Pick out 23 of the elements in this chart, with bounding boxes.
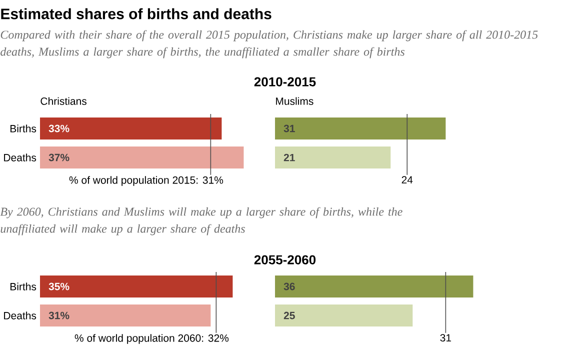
data-label: 35% (48, 282, 70, 290)
data-label: 25 (284, 312, 295, 320)
text: 2055-2060 (254, 255, 316, 264)
data-label: 21 (284, 154, 295, 162)
y-tick-label: Births (10, 282, 36, 290)
text: Christians (40, 97, 86, 105)
data-label: 33% (48, 124, 70, 132)
ref-line-label: % of world population 2015: 31% (69, 176, 224, 186)
text: 2010-2015 (254, 77, 316, 86)
y-tick-label: Deaths (4, 154, 36, 162)
text: Compared with their share of the overall 2015 population, Christians make up larger share of all 2010-2015 deaths, Muslims a larger share of births, the unaffiliated a smaller share of births (0, 30, 538, 58)
text: Muslims (276, 97, 314, 105)
data-label: 37% (48, 154, 70, 162)
ref-line-label: % of world population 2060: 32% (74, 334, 229, 344)
y-tick-label: Births (10, 124, 36, 132)
chart-subtitle: By 2060, Christians and Muslims will make up a larger share of births, while the unaffiliated will make up a larger share of deaths (0, 207, 402, 236)
data-label: 31% (48, 312, 70, 320)
ref-line-label: 24 (402, 176, 413, 184)
data-label: 36 (284, 282, 295, 290)
data-label: 31 (284, 124, 295, 132)
chart-title: Estimated shares of births and deaths (1, 8, 272, 20)
y-tick-label: Deaths (4, 312, 36, 320)
ref-line-label: 31 (440, 334, 451, 342)
